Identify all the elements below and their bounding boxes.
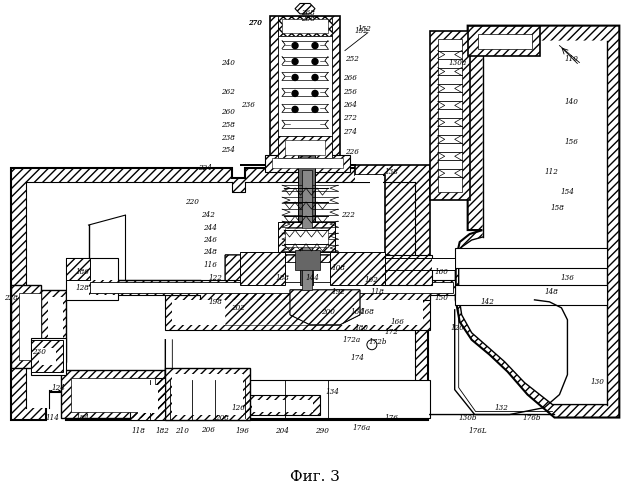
Polygon shape [66, 258, 90, 280]
Text: 258: 258 [221, 122, 235, 130]
Text: 108: 108 [331, 264, 345, 272]
Polygon shape [11, 285, 40, 368]
Text: 156: 156 [565, 138, 579, 146]
Polygon shape [438, 38, 462, 192]
Text: 182: 182 [155, 428, 169, 436]
Text: 176a: 176a [353, 424, 371, 432]
Text: 230: 230 [32, 348, 45, 356]
Text: 152: 152 [355, 26, 369, 34]
Text: 246: 246 [203, 236, 217, 244]
Polygon shape [172, 374, 243, 414]
Text: 270: 270 [248, 18, 262, 26]
Polygon shape [71, 378, 155, 412]
Text: 254: 254 [221, 146, 235, 154]
Polygon shape [40, 290, 66, 362]
Text: 184: 184 [76, 414, 90, 422]
Text: 176b: 176b [522, 414, 541, 422]
Polygon shape [252, 175, 383, 278]
Text: 224: 224 [198, 164, 212, 172]
Text: 150: 150 [435, 294, 449, 302]
Circle shape [312, 90, 318, 96]
Text: 176L: 176L [468, 428, 487, 436]
Polygon shape [31, 338, 66, 374]
Polygon shape [165, 368, 250, 420]
Text: 268: 268 [301, 8, 315, 16]
Text: Фиг. 3: Фиг. 3 [290, 470, 340, 484]
Polygon shape [459, 40, 608, 405]
Circle shape [292, 58, 298, 64]
Text: 144: 144 [305, 274, 319, 282]
Polygon shape [278, 24, 332, 158]
Text: 128: 128 [76, 284, 90, 292]
Text: 136: 136 [560, 274, 574, 282]
Polygon shape [478, 34, 531, 48]
Text: 112: 112 [545, 168, 558, 176]
Polygon shape [282, 18, 328, 32]
Polygon shape [430, 30, 469, 200]
Polygon shape [88, 280, 455, 300]
Text: 268: 268 [301, 14, 315, 22]
Polygon shape [61, 370, 165, 418]
Polygon shape [382, 255, 432, 285]
Text: 244: 244 [203, 224, 217, 232]
Polygon shape [456, 26, 620, 417]
Text: 152: 152 [358, 24, 372, 32]
Circle shape [292, 90, 298, 96]
Text: 188: 188 [275, 274, 289, 282]
Polygon shape [285, 140, 325, 156]
Polygon shape [455, 248, 608, 268]
Polygon shape [278, 222, 335, 252]
Text: 210: 210 [175, 428, 189, 436]
Text: 140: 140 [565, 98, 579, 106]
Polygon shape [278, 16, 332, 36]
Text: 222: 222 [341, 211, 355, 219]
Text: 168: 168 [361, 308, 375, 316]
Circle shape [312, 106, 318, 112]
Polygon shape [252, 400, 313, 411]
Text: 272: 272 [343, 114, 357, 122]
Polygon shape [255, 262, 390, 292]
Text: 208: 208 [215, 414, 229, 422]
Text: 126: 126 [231, 404, 245, 411]
Text: 114: 114 [45, 414, 59, 422]
Polygon shape [66, 258, 119, 300]
Text: 192: 192 [331, 288, 345, 296]
Polygon shape [240, 252, 285, 285]
Text: 238: 238 [221, 134, 235, 142]
Polygon shape [26, 182, 415, 408]
Text: 274: 274 [343, 128, 357, 136]
Text: 200: 200 [321, 308, 335, 316]
Circle shape [292, 106, 298, 112]
Text: 206: 206 [201, 426, 215, 434]
Text: 130a: 130a [449, 58, 467, 66]
Polygon shape [245, 380, 430, 418]
Text: 160: 160 [435, 268, 449, 276]
Text: 130b: 130b [458, 414, 477, 422]
Polygon shape [300, 240, 313, 285]
Polygon shape [298, 156, 315, 240]
Polygon shape [225, 255, 390, 325]
Polygon shape [90, 282, 452, 293]
Text: 118: 118 [131, 428, 145, 436]
Polygon shape [265, 156, 350, 172]
Polygon shape [131, 378, 165, 420]
Text: 172a: 172a [343, 336, 361, 344]
Text: 240: 240 [221, 58, 235, 66]
Text: 172b: 172b [369, 338, 387, 345]
Polygon shape [368, 258, 455, 270]
Text: 172: 172 [385, 328, 399, 336]
Text: 220: 220 [186, 198, 199, 206]
Text: 166: 166 [391, 318, 404, 326]
Circle shape [292, 42, 298, 48]
Text: 228: 228 [4, 294, 18, 302]
Text: 264: 264 [343, 102, 357, 110]
Text: 270: 270 [248, 18, 262, 26]
Text: 134: 134 [325, 388, 339, 396]
Text: 174: 174 [351, 354, 365, 362]
Polygon shape [47, 297, 62, 356]
Polygon shape [295, 250, 320, 270]
Text: 202: 202 [231, 304, 245, 312]
Circle shape [292, 74, 298, 80]
Polygon shape [225, 255, 390, 325]
